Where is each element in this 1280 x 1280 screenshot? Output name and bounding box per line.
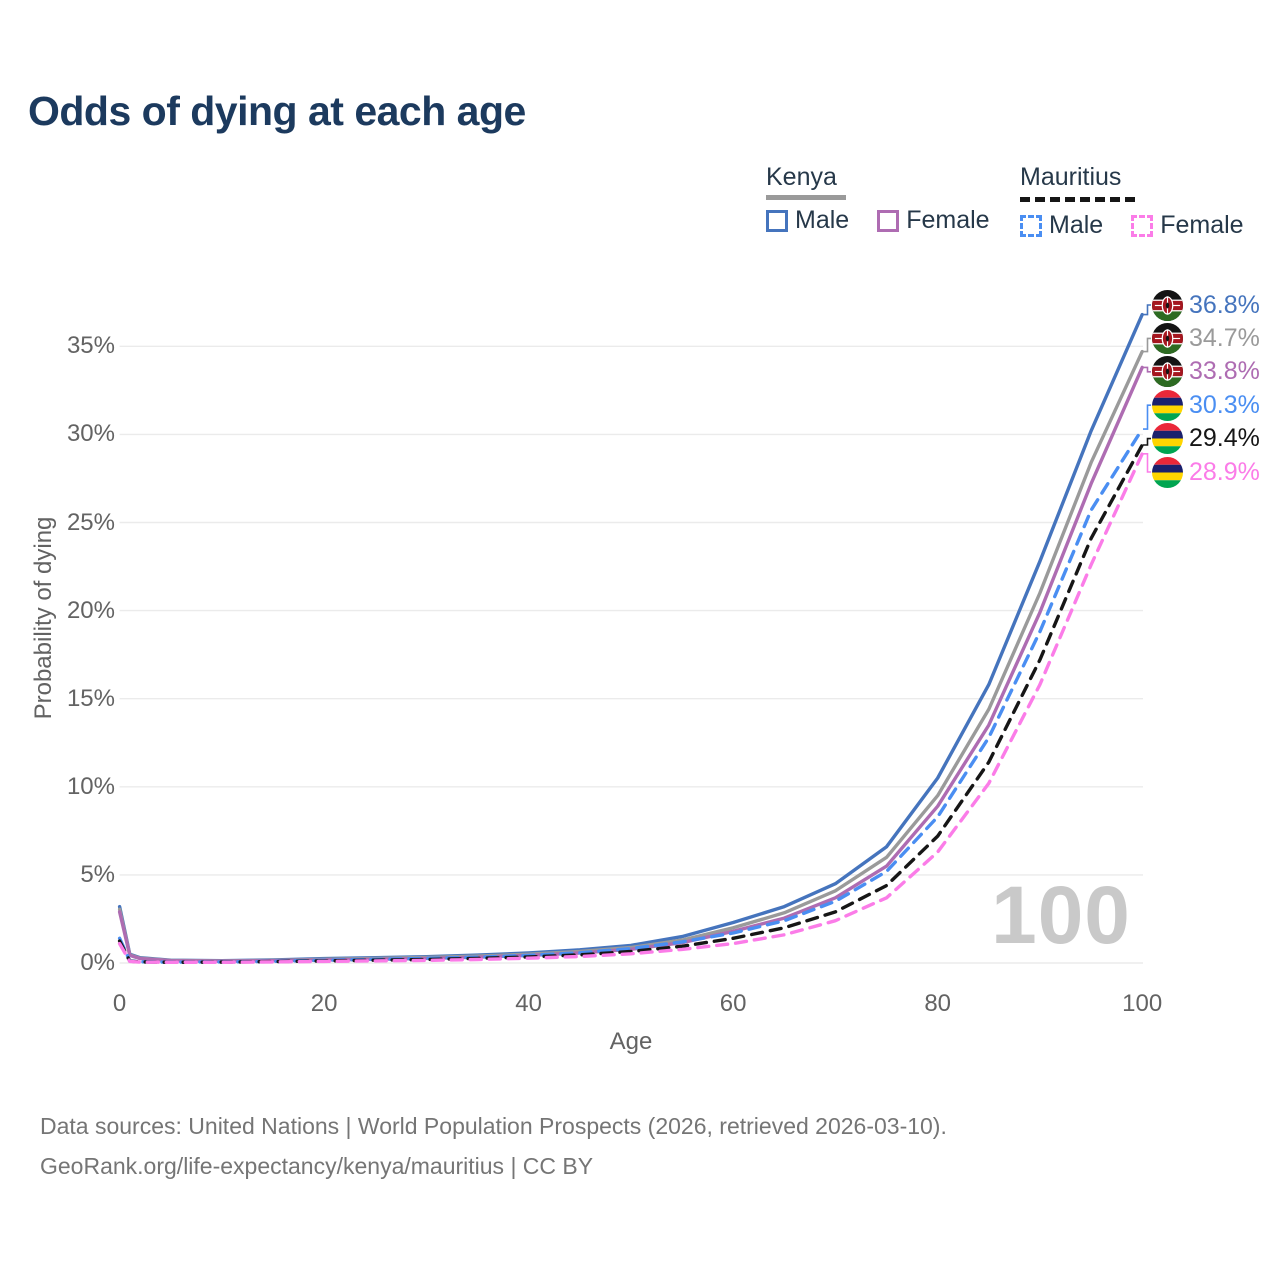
mauritius-flag-icon [1152, 423, 1183, 455]
y-tick-label: 15% [66, 684, 115, 712]
age-watermark: 100 [991, 870, 1131, 961]
end-label-value: 34.7% [1189, 323, 1260, 352]
kenya-male-swatch-icon [766, 209, 788, 232]
kenya-flag-icon [1152, 289, 1183, 321]
series-line-kenya-male [117, 312, 1144, 963]
legend-item-label: Male [795, 206, 850, 234]
legend-item-kenya-male[interactable]: Male [766, 206, 849, 235]
end-label-connector [1143, 453, 1151, 473]
end-label-value: 30.3% [1189, 390, 1260, 419]
series-line-kenya-both-sexes [117, 349, 1144, 963]
end-label-value: 33.8% [1189, 357, 1260, 386]
end-label-value: 29.4% [1189, 424, 1260, 453]
end-label-kenya-both-sexes: 34.7% [1152, 322, 1260, 354]
legend-item-mauritius-male[interactable]: Male [1020, 211, 1103, 240]
end-label-mauritius-both-sexes: 29.4% [1152, 423, 1260, 455]
mauritius-female-swatch-icon [1131, 214, 1154, 237]
y-tick-label: 20% [66, 596, 115, 624]
legend-item-label: Female [906, 206, 990, 234]
y-tick-label: 10% [66, 772, 115, 800]
legend-kenya-title: Kenya [766, 163, 837, 191]
legend-item-kenya-female[interactable]: Female [877, 206, 990, 235]
end-label-connector [1143, 366, 1151, 373]
mauritius-line-style-sample [1020, 197, 1135, 202]
legend-mauritius-title: Mauritius [1020, 163, 1122, 191]
footer-data-sources: Data sources: United Nations | World Pop… [40, 1113, 947, 1139]
x-tick-label: 60 [719, 990, 747, 1017]
footer-attribution: GeoRank.org/life-expectancy/kenya/maurit… [40, 1153, 594, 1179]
x-tick-label: 100 [1122, 990, 1163, 1017]
legend-item-mauritius-female[interactable]: Female [1131, 211, 1244, 240]
legend-item-label: Female [1160, 211, 1244, 239]
x-tick-label: 40 [515, 990, 542, 1017]
y-tick-label: 25% [66, 508, 115, 536]
x-tick-label: 20 [310, 990, 338, 1017]
mauritius-flag-icon [1152, 456, 1183, 488]
y-tick-label: 30% [66, 420, 115, 448]
end-label-value: 28.9% [1189, 457, 1260, 486]
end-label-mauritius-female: 28.9% [1152, 456, 1260, 488]
kenya-flag-icon [1152, 322, 1183, 354]
y-tick-label: 35% [66, 332, 115, 360]
end-label-value: 36.8% [1189, 290, 1260, 319]
end-label-connector [1143, 404, 1151, 430]
x-axis-title: Age [609, 1028, 653, 1055]
series-line-kenya-female [117, 365, 1144, 963]
kenya-line-style-sample [766, 195, 846, 200]
x-tick-label: 80 [924, 990, 952, 1017]
end-label-connector [1143, 304, 1151, 316]
mauritius-male-swatch-icon [1020, 214, 1042, 237]
series-line-mauritius-female [117, 452, 1144, 964]
series-line-mauritius-male [117, 427, 1144, 964]
kenya-female-swatch-icon [877, 209, 900, 232]
y-tick-label: 0% [80, 949, 115, 976]
mauritius-flag-icon [1152, 389, 1183, 421]
end-label-kenya-male: 36.8% [1152, 289, 1260, 321]
end-label-kenya-female: 33.8% [1152, 356, 1260, 388]
footer: Data sources: United Nations | World Pop… [40, 1106, 947, 1186]
end-label-mauritius-male: 30.3% [1152, 389, 1260, 421]
kenya-flag-icon [1152, 356, 1183, 388]
end-label-connector [1143, 337, 1151, 353]
legend-item-label: Male [1049, 211, 1104, 239]
x-tick-label: 0 [112, 990, 127, 1017]
y-tick-label: 5% [80, 860, 115, 888]
page-title: Odds of dying at each age [28, 88, 526, 134]
legend-group-mauritius: Mauritius Male Female [1020, 163, 1262, 240]
end-label-connector [1143, 437, 1151, 446]
legend-group-kenya: Kenya Male Female [766, 163, 1008, 235]
